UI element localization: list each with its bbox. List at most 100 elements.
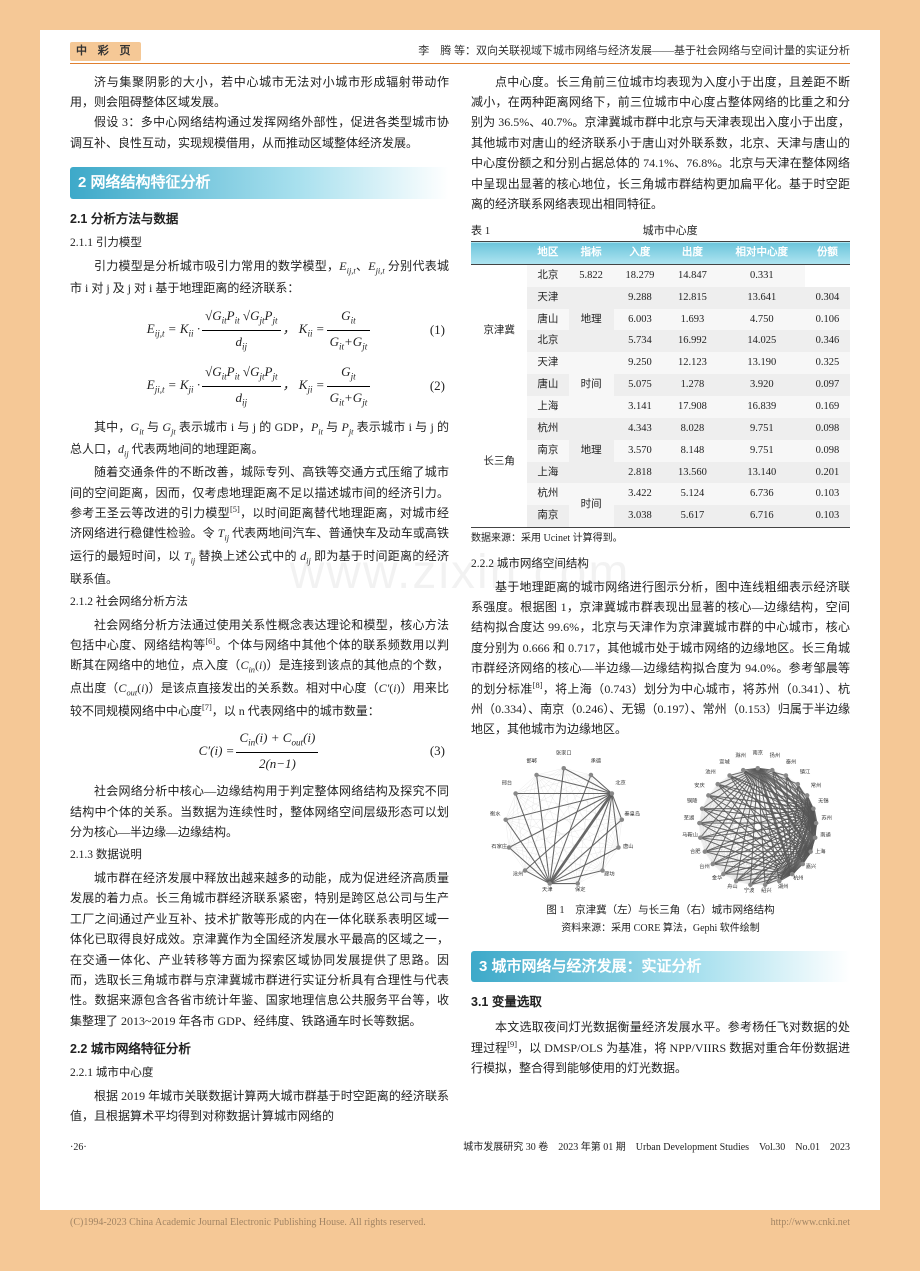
para: 社会网络分析中核心—边缘结构用于判定整体网络结构及探究不同结构中个体的关系。当数… <box>70 781 449 842</box>
table-cell: 17.908 <box>666 396 719 418</box>
equation-3: C′(i) = Cin(i) + Cout(i)2(n−1) (3) <box>70 727 449 775</box>
eq-number: (2) <box>430 375 445 397</box>
table-row: 杭州时间3.4225.1246.7360.103 <box>471 483 850 505</box>
table-cell: 杭州 <box>527 483 568 505</box>
svg-text:天津: 天津 <box>542 886 553 893</box>
figure-1: 张家口承德北京秦皇岛唐山廊坊保定天津沧州石家庄衡水邢台邯郸 南京扬州泰州镇江常州… <box>471 748 850 898</box>
svg-text:苏州: 苏州 <box>821 813 832 821</box>
table-cell: 9.250 <box>614 352 667 374</box>
table-cell: 12.815 <box>666 287 719 309</box>
equation-1: Eij,t = Kii · √GitPit √GjtPjtdij ， Kii =… <box>70 305 449 355</box>
journal-info: 城市发展研究 30 卷 2023 年第 01 期 Urban Developme… <box>463 1139 850 1156</box>
para: 社会网络分析方法通过使用关系性概念表达理论和模型，核心方法包括中心度、网络结构等… <box>70 615 449 722</box>
svg-text:镇江: 镇江 <box>799 767 810 775</box>
table-cell: 天津 <box>527 352 568 374</box>
table-cell: 5.617 <box>666 505 719 527</box>
svg-text:芜湖: 芜湖 <box>683 813 694 821</box>
figure-note: 资料来源：采用 CORE 算法，Gephi 软件绘制 <box>471 920 850 937</box>
table-row: 南京3.5708.1489.7510.098 <box>471 440 850 462</box>
table-cell: 9.751 <box>719 440 805 462</box>
svg-text:马鞍山: 马鞍山 <box>682 830 698 838</box>
table-cell: 4.750 <box>719 309 805 331</box>
svg-text:保定: 保定 <box>575 885 586 893</box>
header-section-badge: 中 彩 页 <box>70 42 141 61</box>
para: 根据 2019 年城市关联数据计算两大城市群基于时空距离的经济联系值，且根据算术… <box>70 1086 449 1127</box>
table-header: 入度 <box>614 242 667 265</box>
table-cell: 上海 <box>527 396 568 418</box>
table-row: 杭州地理4.3438.0289.7510.098 <box>471 418 850 440</box>
table-row: 南京3.0385.6176.7160.103 <box>471 505 850 527</box>
table-cell: 3.920 <box>719 374 805 396</box>
right-column: 点中心度。长三角前三位城市均表现为入度小于出度，且差距不断减小，在两种距离网络下… <box>471 72 850 1127</box>
table-cell: 天津 <box>527 287 568 309</box>
table-cell: 0.103 <box>805 505 850 527</box>
svg-text:廊坊: 廊坊 <box>604 869 615 877</box>
table-cell: 地理 <box>569 418 614 484</box>
table-cell: 0.103 <box>805 483 850 505</box>
table-row: 北京5.73416.99214.0250.346 <box>471 330 850 352</box>
table-cell: 16.839 <box>719 396 805 418</box>
table-cell: 6.003 <box>614 309 667 331</box>
svg-text:邯郸: 邯郸 <box>526 756 537 764</box>
table-cell: 5.822 <box>569 264 614 286</box>
table-cell: 0.106 <box>805 309 850 331</box>
svg-text:杭州: 杭州 <box>793 873 804 881</box>
table-cell: 0.201 <box>805 462 850 484</box>
table-cell: 18.279 <box>614 264 667 286</box>
svg-text:唐山: 唐山 <box>623 842 634 850</box>
table-cell: 4.343 <box>614 418 667 440</box>
table-row: 唐山6.0031.6934.7500.106 <box>471 309 850 331</box>
table-header: 地区 <box>527 242 568 265</box>
table-cell: 0.169 <box>805 396 850 418</box>
para: 其中，Git 与 Gjt 表示城市 i 与 j 的 GDP，Pit 与 Pjt … <box>70 417 449 462</box>
table-cell: 南京 <box>527 505 568 527</box>
table-header: 相对中心度 <box>719 242 805 265</box>
table-caption: 表 1 城市中心度 <box>471 222 850 241</box>
table-cell: 14.025 <box>719 330 805 352</box>
svg-text:宁波: 宁波 <box>743 886 754 894</box>
para: 城市群在经济发展中释放出越来越多的动能，成为促进经济高质量发展的着力点。长三角城… <box>70 868 449 1031</box>
table-cell: 地理 <box>569 287 614 353</box>
table-cell: 0.304 <box>805 287 850 309</box>
table-cell: 9.751 <box>719 418 805 440</box>
table-header <box>471 242 527 265</box>
table-cell: 0.098 <box>805 418 850 440</box>
subheading-3-1: 3.1 变量选取 <box>471 992 850 1013</box>
page-number: ·26· <box>70 1139 87 1156</box>
table-cell: 时间 <box>569 483 614 527</box>
para: 随着交通条件的不断改善，城际专列、高铁等交通方式压缩了城市间的空间距离，因而，仅… <box>70 462 449 589</box>
table-cell: 3.038 <box>614 505 667 527</box>
table-cell: 上海 <box>527 462 568 484</box>
table-header: 出度 <box>666 242 719 265</box>
svg-text:滁州: 滁州 <box>735 751 746 759</box>
table-row: 长三角上海3.14117.90816.8390.169 <box>471 396 850 418</box>
table-cell: 京津冀 <box>471 264 527 396</box>
table-header: 份额 <box>805 242 850 265</box>
section-heading-3: 3 城市网络与经济发展：实证分析 <box>471 951 850 983</box>
subheading-2-1-3: 2.1.3 数据说明 <box>70 846 449 866</box>
para: 引力模型是分析城市吸引力常用的数学模型，Eij,t、Eji,t 分别代表城市 i… <box>70 256 449 299</box>
table-cell: 北京 <box>527 330 568 352</box>
subheading-2-2-2: 2.2.2 城市网络空间结构 <box>471 555 850 575</box>
svg-text:衡水: 衡水 <box>490 809 501 817</box>
table-label: 表 1 <box>471 222 490 241</box>
svg-text:张家口: 张家口 <box>556 748 572 756</box>
svg-text:无锡: 无锡 <box>818 796 829 804</box>
table-cell: 3.570 <box>614 440 667 462</box>
svg-text:嘉兴: 嘉兴 <box>805 862 816 870</box>
svg-text:承德: 承德 <box>591 756 602 764</box>
para: 基于地理距离的城市网络进行图示分析，图中连线粗细表示经济联系强度。根据图 1，京… <box>471 577 850 740</box>
table-note: 数据来源：采用 Ucinet 计算得到。 <box>471 530 850 547</box>
table-cell: 杭州 <box>527 418 568 440</box>
table-cell: 12.123 <box>666 352 719 374</box>
table-cell: 3.422 <box>614 483 667 505</box>
table-cell: 1.693 <box>666 309 719 331</box>
svg-text:扬州: 扬州 <box>769 751 780 759</box>
table-cell: 5.124 <box>666 483 719 505</box>
table-cell: 6.736 <box>719 483 805 505</box>
eq-number: (3) <box>430 740 445 762</box>
para: 假设 3：多中心网络结构通过发挥网络外部性，促进各类型城市协调互补、良性互动，实… <box>70 112 449 153</box>
svg-text:常州: 常州 <box>810 781 821 789</box>
svg-text:南京: 南京 <box>752 748 763 756</box>
para: 点中心度。长三角前三位城市均表现为入度小于出度，且差距不断减小，在两种距离网络下… <box>471 72 850 215</box>
